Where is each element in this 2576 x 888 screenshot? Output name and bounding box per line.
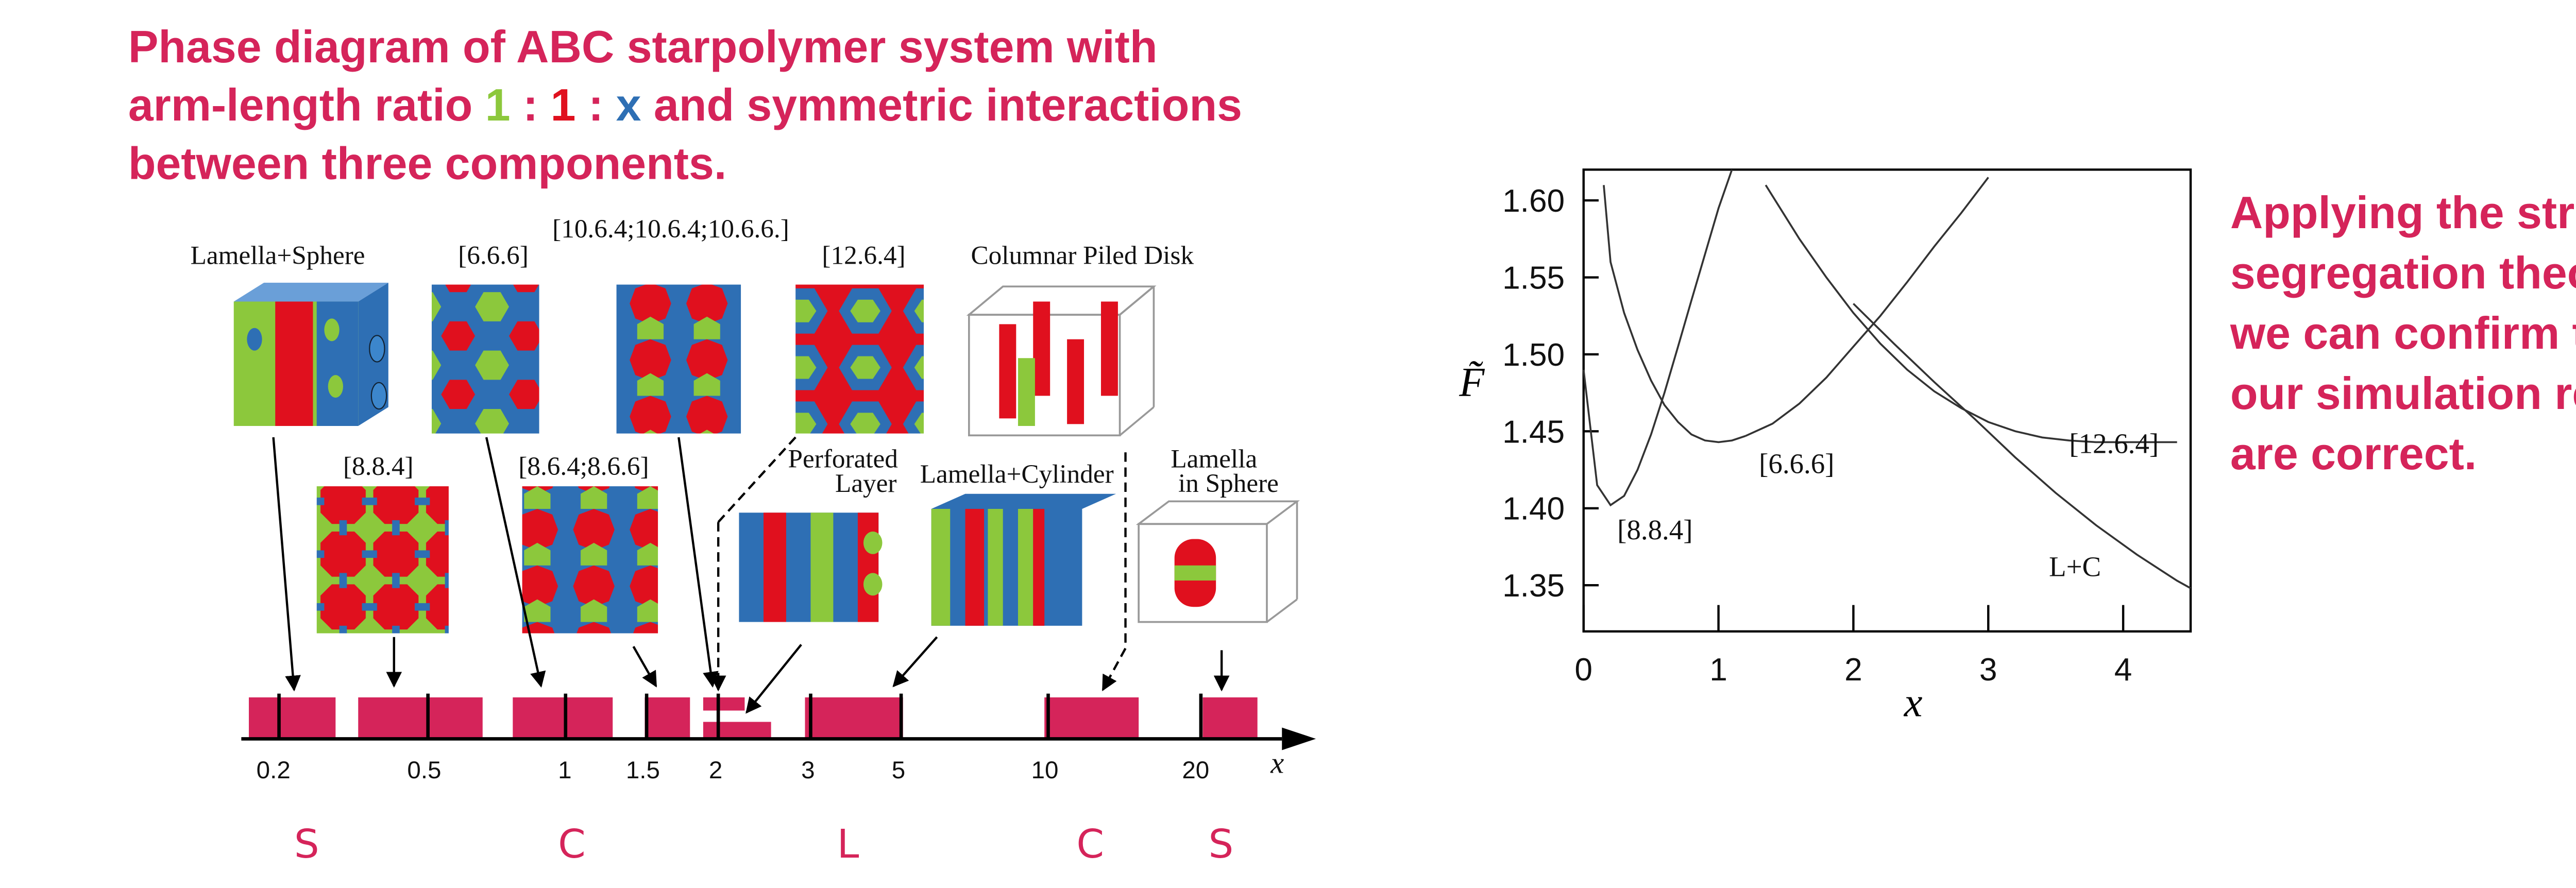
conclusion-line: are correct. — [2230, 430, 2477, 481]
region-label: S — [294, 822, 319, 867]
tile-884 — [316, 486, 449, 634]
tick-label: 5 — [891, 756, 906, 784]
curve-annotation: L+C — [2049, 551, 2101, 583]
free-energy-chart: 1.60 1.55 1.50 1.45 1.40 1.35 0 1 2 3 4 [8.8.4] [6… — [1459, 168, 2192, 725]
pointer-arrows — [272, 436, 1230, 714]
y-axis-label: F̃ — [1459, 359, 1485, 405]
tick-label: 20 — [1182, 756, 1210, 784]
title-line-3: between three components. — [128, 139, 727, 191]
lamella-cylinder-block — [931, 493, 1116, 626]
label-666: [6.6.6] — [458, 243, 529, 271]
columnar-disk-block — [966, 285, 1157, 437]
perforated-layer-block — [739, 513, 883, 622]
conclusion-line: we can confirm that — [2230, 309, 2576, 360]
plot-frame — [1582, 168, 2192, 633]
ratio-c: x — [616, 81, 641, 132]
label-lamella: Lamella — [1171, 447, 1258, 475]
series-curve — [1765, 184, 2177, 443]
label-lamella-sphere: Lamella+Sphere — [190, 243, 365, 271]
label-1264: [12.6.4] — [822, 243, 906, 271]
label-884: [8.8.4] — [343, 454, 414, 483]
region-label: L — [837, 822, 859, 867]
ratio-a: 1 — [485, 81, 511, 132]
label-864-combo: [8.6.4;8.6.6] — [518, 454, 649, 483]
curves — [1582, 169, 2191, 589]
title-prefix: arm-length ratio — [128, 81, 485, 132]
title-line-1: Phase diagram of ABC starpolymer system … — [128, 22, 1158, 74]
x-axis-label: x — [1904, 679, 1923, 725]
curve-annotation: [8.8.4] — [1617, 514, 1692, 545]
region-label: S — [1208, 822, 1234, 867]
y-tick-label: 1.40 — [1502, 491, 1565, 527]
series-curve — [1603, 185, 1746, 443]
ratio-sep-2: : — [575, 81, 616, 132]
region-label: C — [558, 822, 586, 867]
y-tick-label: 1.55 — [1502, 260, 1565, 296]
axis-arrowhead — [1282, 727, 1316, 750]
phase-diagram-illustration — [233, 282, 1316, 750]
tick-label: 0.5 — [407, 756, 442, 784]
tick-label: 3 — [801, 756, 815, 784]
axis-x-label: x — [1270, 748, 1284, 780]
tick-label: 10 — [1031, 756, 1059, 784]
lamella-in-sphere-block — [1136, 500, 1300, 623]
y-axis-ticks: 1.60 1.55 1.50 1.45 1.40 1.35 — [1502, 183, 1599, 604]
x-tick-label: 3 — [1979, 652, 1997, 688]
ratio-sep-1: : — [510, 81, 551, 132]
tick-label: 1 — [558, 756, 572, 784]
x-tick-label: 2 — [1844, 652, 1862, 688]
phase-bars — [249, 697, 1258, 739]
y-tick-label: 1.45 — [1502, 414, 1565, 450]
conclusion-line: our simulation results — [2230, 369, 2576, 421]
region-label: C — [1076, 822, 1105, 867]
conclusion-line: Applying the strong — [2230, 188, 2576, 240]
tile-1264 — [795, 284, 924, 434]
conclusion-text: Applying the strong segregation theory, … — [2230, 185, 2576, 486]
series-curve — [1582, 169, 1733, 507]
x-tick-label: 1 — [1709, 652, 1727, 688]
y-tick-label: 1.35 — [1502, 568, 1565, 604]
x-tick-label: 4 — [2114, 652, 2132, 688]
label-columnar-piled-disk: Columnar Piled Disk — [971, 243, 1194, 271]
lamella-sphere-block — [233, 282, 388, 426]
label-perforated: Perforated — [788, 447, 898, 475]
tile-1064 — [616, 284, 741, 434]
title-line-2: arm-length ratio 1 : 1 : x and symmetric… — [128, 77, 1448, 135]
label-layer: Layer — [835, 471, 897, 500]
conclusion-line: segregation theory, — [2230, 249, 2576, 300]
series-curve — [1853, 303, 2191, 589]
label-1064-combo: [10.6.4;10.6.4;10.6.6.] — [552, 216, 789, 245]
curve-annotation: [12.6.4] — [2069, 428, 2159, 459]
ratio-b: 1 — [550, 81, 576, 132]
title-suffix: and symmetric interactions — [641, 81, 1242, 132]
x-tick-label: 0 — [1574, 652, 1592, 688]
tick-label: 0.2 — [256, 756, 291, 784]
label-lamella-cylinder: Lamella+Cylinder — [920, 462, 1114, 490]
tile-864 — [522, 486, 658, 634]
x-axis-ticks: 0 1 2 3 4 — [1574, 605, 2132, 688]
curve-annotations: [8.8.4] [6.6.6] [12.6.4] L+C — [1617, 428, 2159, 583]
series-curve — [1745, 177, 1989, 437]
axis-tick-marks — [277, 693, 1203, 739]
tile-666 — [431, 284, 539, 434]
y-tick-label: 1.60 — [1502, 183, 1565, 219]
y-tick-label: 1.50 — [1502, 337, 1565, 373]
curve-annotation: [6.6.6] — [1759, 448, 1834, 479]
label-in-sphere: in Sphere — [1178, 471, 1279, 500]
tick-label: 2 — [708, 756, 723, 784]
tick-label: 1.5 — [625, 756, 660, 784]
slide-title: Phase diagram of ABC starpolymer system … — [128, 19, 1448, 194]
